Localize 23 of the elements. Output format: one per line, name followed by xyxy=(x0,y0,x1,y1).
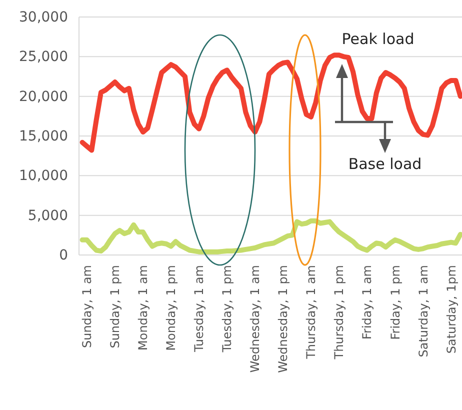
x-tick-label: Wednesday, 1 am xyxy=(248,265,262,373)
x-tick-label: Saturday, 1 am xyxy=(416,265,430,358)
x-tick-label: Monday, 1 pm xyxy=(164,265,178,351)
y-tick-label: 15,000 xyxy=(19,128,68,144)
x-tick-label: Tuesday, 1 pm xyxy=(220,265,234,354)
y-tick-label: 5,000 xyxy=(28,208,68,224)
x-tick-label: Wednesday, 1 pm xyxy=(276,265,290,373)
x-tick-label: Sunday, 1 am xyxy=(80,265,94,348)
x-tick-label: Friday, 1 pm xyxy=(388,265,402,340)
x-tick-label: Friday, 1 am xyxy=(360,265,374,340)
annotation: Peak load xyxy=(342,30,414,48)
x-tick-label: Saturday, 1pm xyxy=(444,265,458,354)
x-tick-label: Monday, 1 am xyxy=(136,265,150,350)
y-tick-label: 20,000 xyxy=(19,88,68,105)
y-tick-label: 0 xyxy=(59,247,68,264)
x-tick-label: Sunday, 1 pm xyxy=(108,265,122,348)
y-tick-label: 30,000 xyxy=(19,9,68,26)
x-tick-label: Tuesday, 1 am xyxy=(192,265,206,353)
annotation: Base load xyxy=(348,155,422,174)
y-tick-label: 10,000 xyxy=(19,168,68,184)
y-tick-label: 25,000 xyxy=(19,49,68,66)
x-tick-label: Thursday, 1 am xyxy=(304,265,318,360)
x-tick-label: Thursday, 1 pm xyxy=(332,265,346,360)
